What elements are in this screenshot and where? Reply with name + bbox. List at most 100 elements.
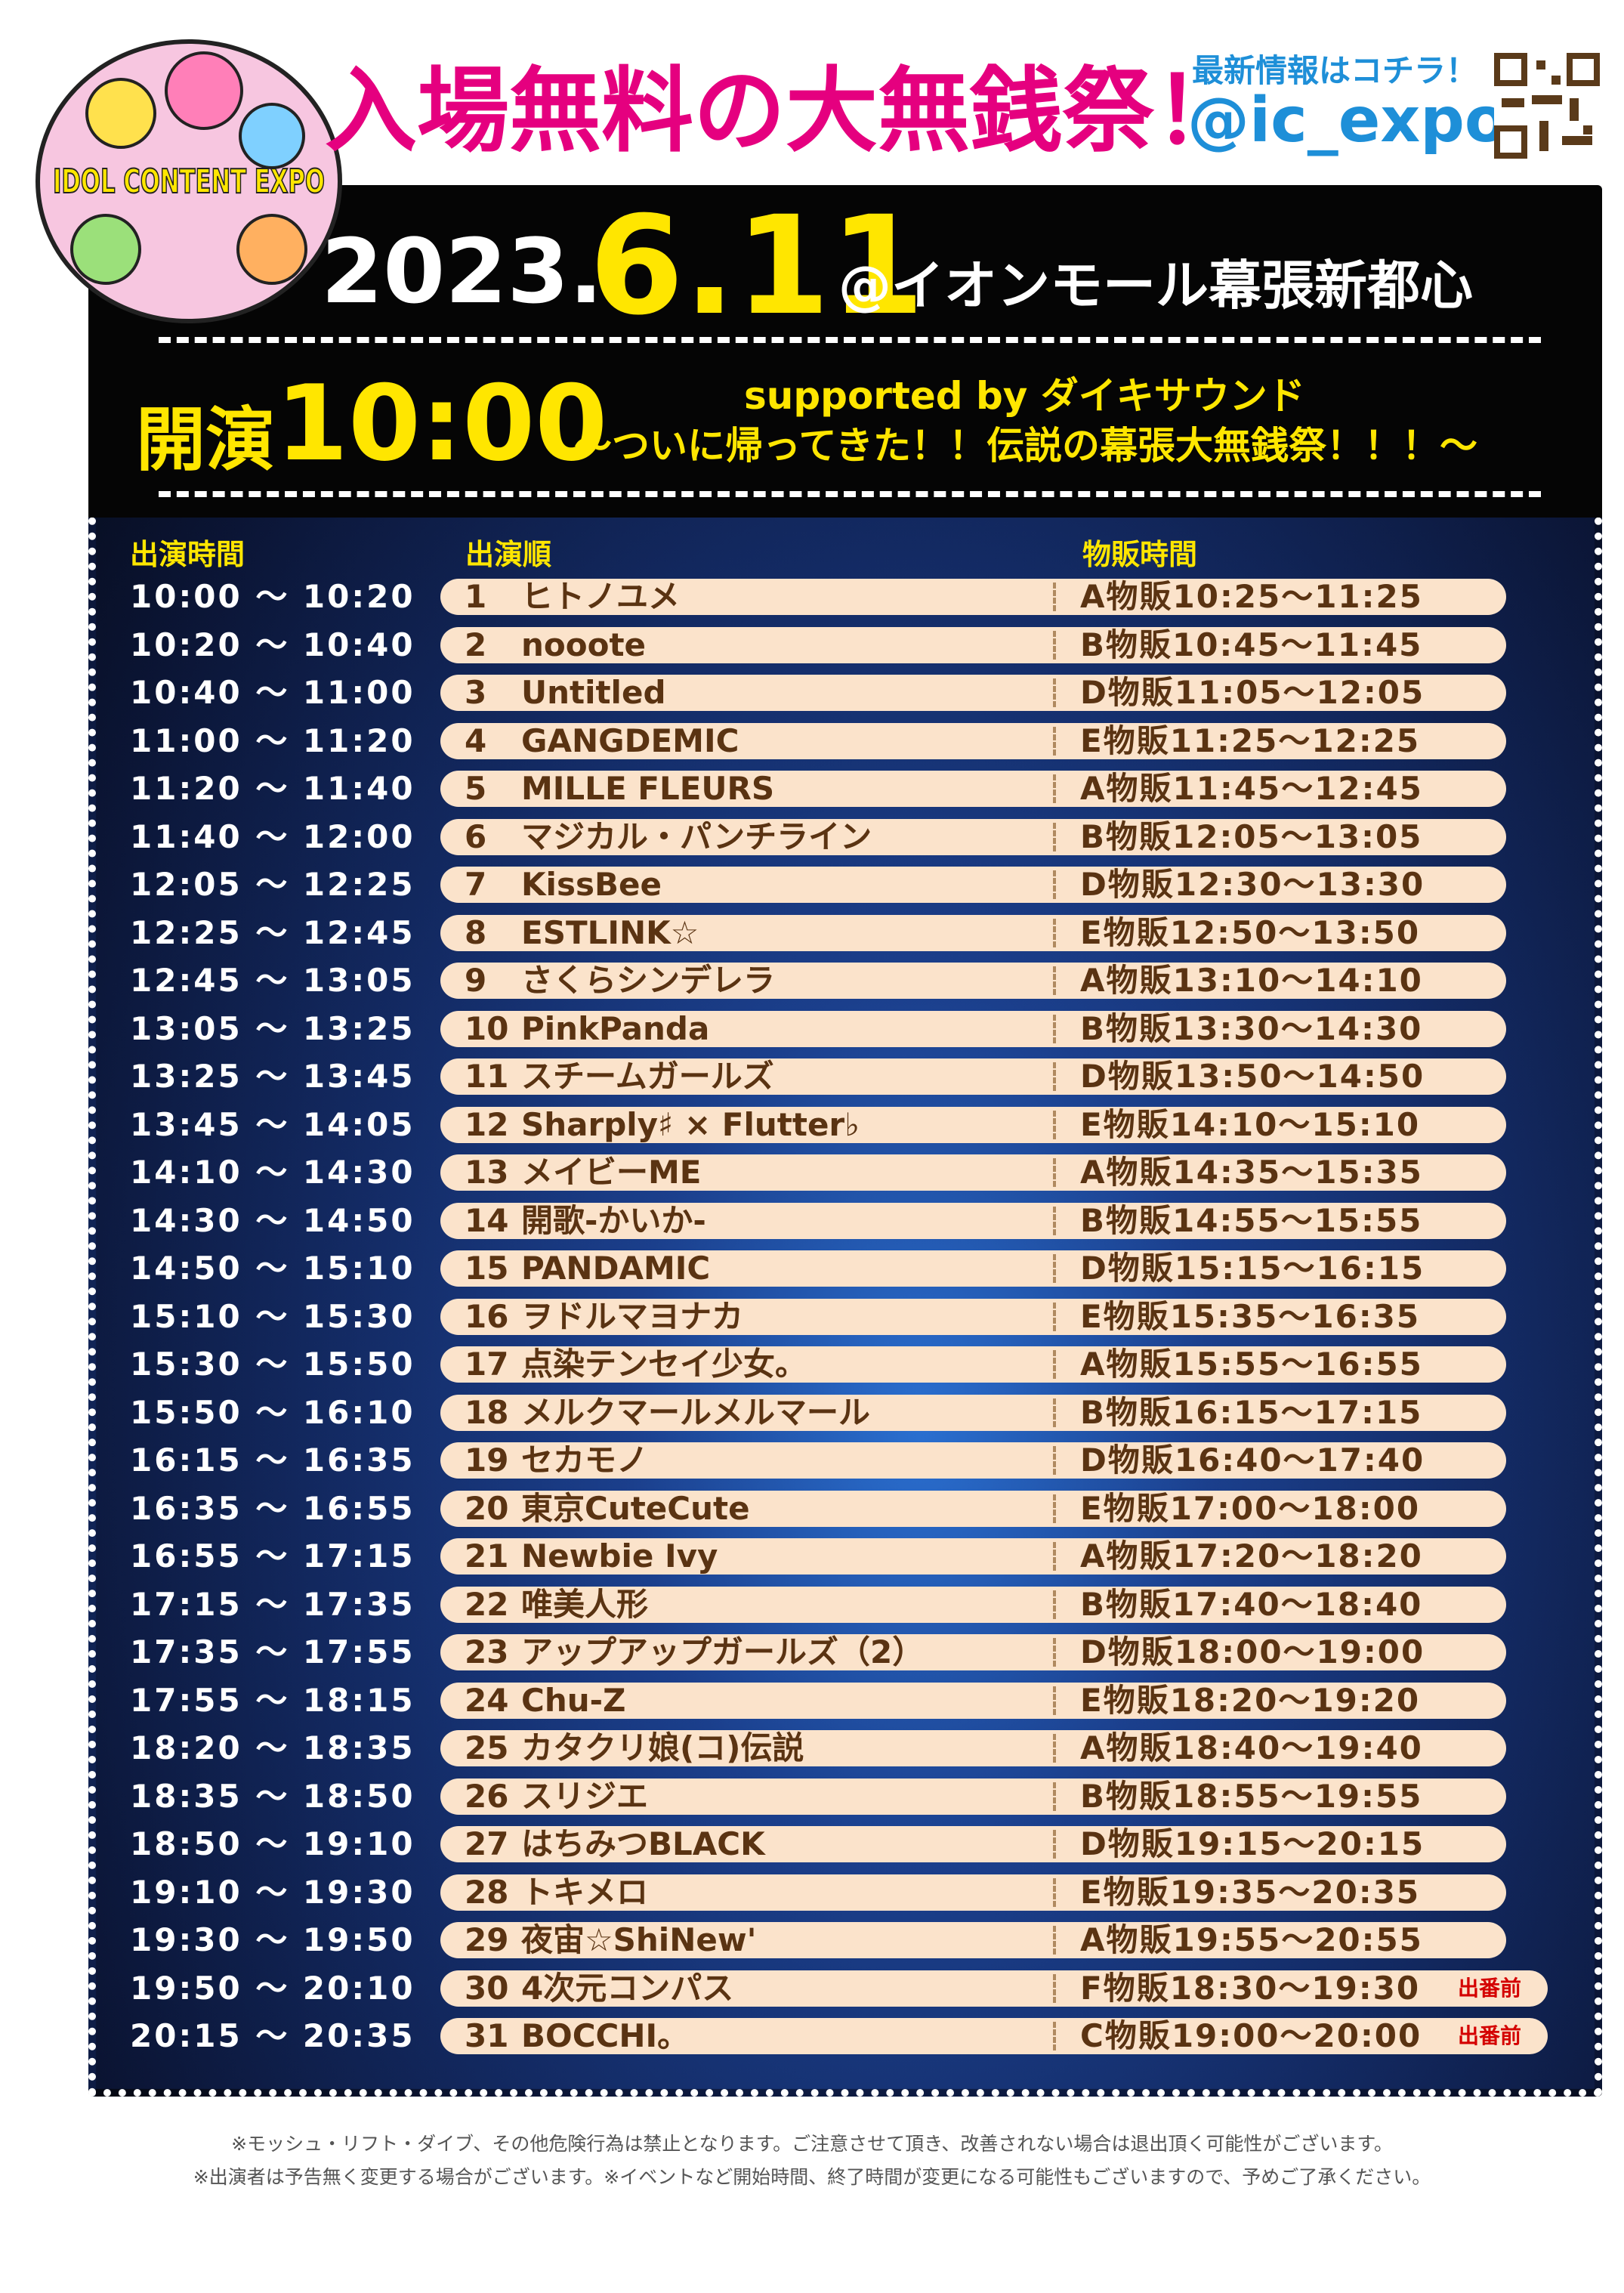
row-pill	[440, 1586, 1506, 1623]
venue: @イオンモール幕張新都心	[838, 255, 1473, 317]
time-slot: 10:00 ～ 10:20	[130, 578, 415, 615]
separator	[1053, 966, 1056, 995]
merch-time: E物販15:35～16:35	[1080, 1297, 1421, 1335]
order-number: 18	[465, 1393, 509, 1431]
merch-time: B物販10:45～11:45	[1080, 626, 1423, 663]
row-pill	[440, 1058, 1506, 1095]
time-slot: 18:35 ～ 18:50	[130, 1777, 415, 1815]
separator	[1053, 1782, 1056, 1811]
merch-time: D物販19:15～20:15	[1080, 1825, 1425, 1862]
time-slot: 17:55 ～ 18:15	[130, 1681, 415, 1719]
merch-time: A物販15:55～16:55	[1080, 1346, 1423, 1383]
row-pill	[440, 1634, 1506, 1670]
performer-name: メイビーME	[521, 1154, 702, 1191]
order-number: 1	[465, 578, 487, 615]
time-slot: 11:20 ～ 11:40	[130, 770, 415, 807]
row-pill	[440, 1922, 1506, 1958]
row-pill	[440, 1154, 1506, 1191]
row-pill	[440, 1442, 1506, 1479]
time-slot: 16:55 ～ 17:15	[130, 1537, 415, 1575]
note-tag: 出番前	[1458, 1975, 1522, 2001]
performer-name: Untitled	[521, 674, 666, 711]
order-number: 16	[465, 1297, 509, 1335]
performer-name: 唯美人形	[521, 1585, 649, 1623]
order-number: 19	[465, 1442, 509, 1479]
merch-time: E物販19:35～20:35	[1080, 1873, 1421, 1911]
order-number: 15	[465, 1250, 509, 1287]
performer-name: 開歌-かいか-	[521, 1201, 706, 1239]
separator	[1053, 1973, 1056, 2003]
row-pill	[440, 1250, 1506, 1287]
performer-name: さくらシンデレラ	[521, 962, 776, 999]
separator	[1053, 1158, 1056, 1187]
qr-code	[1494, 53, 1600, 159]
logo-text: IDOL CONTENT EXPO	[53, 162, 325, 201]
order-number: 28	[465, 1873, 509, 1911]
note: ※モッシュ・リフト・ダイブ、その他危険行為は禁止となります。ご注意させて頂き、改…	[231, 2133, 1393, 2155]
order-number: 7	[465, 866, 487, 903]
row-pill	[440, 1874, 1506, 1911]
time-slot: 19:10 ～ 19:30	[130, 1873, 415, 1911]
column-header: 出演時間	[130, 538, 245, 571]
time-slot: 16:15 ～ 16:35	[130, 1442, 415, 1479]
separator	[1053, 774, 1056, 803]
performer-name: Chu-Z	[521, 1681, 626, 1719]
merch-time: B物販17:40～18:40	[1080, 1585, 1423, 1623]
merch-time: A物販10:25～11:25	[1080, 578, 1423, 615]
row-pill	[440, 1394, 1506, 1431]
performer-name: PANDAMIC	[521, 1250, 711, 1287]
performer-name: 東京CuteCute	[521, 1489, 750, 1527]
column-header: 物販時間	[1082, 538, 1198, 571]
separator	[1053, 1734, 1056, 1763]
merch-time: E物販14:10～15:10	[1080, 1105, 1421, 1143]
time-slot: 16:35 ～ 16:55	[130, 1489, 415, 1527]
order-number: 12	[465, 1105, 509, 1143]
performer-name: スチームガールズ	[521, 1058, 774, 1095]
merch-time: D物販16:40～17:40	[1080, 1442, 1425, 1479]
merch-time: B物販18:55～19:55	[1080, 1777, 1423, 1815]
merch-time: D物販11:05～12:05	[1080, 674, 1425, 711]
merch-time: A物販11:45～12:45	[1080, 770, 1423, 807]
time-slot: 11:00 ～ 11:20	[130, 722, 415, 759]
merch-time: E物販12:50～13:50	[1080, 913, 1421, 951]
row-pill	[440, 1538, 1506, 1575]
merch-time: E物販17:00～18:00	[1080, 1489, 1421, 1527]
order-number: 26	[465, 1777, 509, 1815]
order-number: 30	[465, 1969, 509, 2007]
order-number: 14	[465, 1201, 509, 1239]
separator	[1053, 1446, 1056, 1475]
performer-name: セカモノ	[521, 1442, 649, 1479]
row-pill	[440, 867, 1506, 903]
row-pill	[440, 771, 1506, 807]
performer-name: MILLE FLEURS	[521, 770, 775, 807]
performer-name: メルクマールメルマール	[521, 1393, 871, 1431]
time-slot: 13:45 ～ 14:05	[130, 1105, 415, 1143]
separator	[1053, 1926, 1056, 1955]
divider	[159, 337, 1541, 343]
row-pill	[440, 579, 1506, 615]
separator	[1053, 1590, 1056, 1619]
performer-name: 点染テンセイ少女。	[521, 1346, 807, 1383]
performer-name: GANGDEMIC	[521, 722, 739, 759]
merch-time: A物販14:35～15:35	[1080, 1154, 1423, 1191]
sponsor: supported by ダイキサウンド	[744, 374, 1305, 418]
order-number: 24	[465, 1681, 509, 1719]
row-pill	[440, 1826, 1506, 1862]
merch-time: A物販13:10～14:10	[1080, 962, 1423, 999]
order-number: 27	[465, 1825, 509, 1862]
performer-name: カタクリ娘(コ)伝説	[521, 1729, 804, 1766]
order-number: 2	[465, 626, 487, 663]
merch-time: E物販11:25～12:25	[1080, 722, 1421, 759]
merch-time: A物販19:55～20:55	[1080, 1921, 1423, 1958]
separator	[1053, 630, 1056, 660]
performer-name: マジカル・パンチライン	[521, 817, 872, 855]
row-pill	[440, 1346, 1506, 1383]
order-number: 3	[465, 674, 487, 711]
merch-time: B物販14:55～15:55	[1080, 1201, 1423, 1239]
order-number: 5	[465, 770, 487, 807]
separator	[1053, 583, 1056, 611]
merch-time: D物販15:15～16:15	[1080, 1250, 1425, 1287]
order-number: 4	[465, 722, 487, 759]
row-pill	[440, 1298, 1506, 1335]
